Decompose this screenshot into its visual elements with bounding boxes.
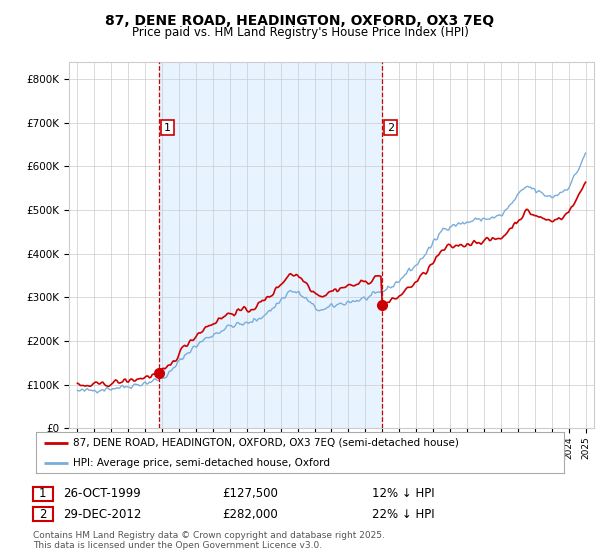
Text: Contains HM Land Registry data © Crown copyright and database right 2025.
This d: Contains HM Land Registry data © Crown c… [33,531,385,550]
Text: HPI: Average price, semi-detached house, Oxford: HPI: Average price, semi-detached house,… [73,458,330,468]
Text: 87, DENE ROAD, HEADINGTON, OXFORD, OX3 7EQ (semi-detached house): 87, DENE ROAD, HEADINGTON, OXFORD, OX3 7… [73,437,459,447]
Text: 87, DENE ROAD, HEADINGTON, OXFORD, OX3 7EQ: 87, DENE ROAD, HEADINGTON, OXFORD, OX3 7… [106,14,494,28]
Text: £282,000: £282,000 [222,507,278,521]
Text: 1: 1 [164,123,171,133]
Text: £127,500: £127,500 [222,487,278,501]
Text: 2: 2 [387,123,394,133]
Text: 26-OCT-1999: 26-OCT-1999 [63,487,141,501]
Text: Price paid vs. HM Land Registry's House Price Index (HPI): Price paid vs. HM Land Registry's House … [131,26,469,39]
Text: 12% ↓ HPI: 12% ↓ HPI [372,487,434,501]
Text: 1: 1 [39,487,47,501]
Bar [159,62,382,428]
Text: 29-DEC-2012: 29-DEC-2012 [63,507,142,521]
Text: 22% ↓ HPI: 22% ↓ HPI [372,507,434,521]
Text: 2: 2 [39,507,47,521]
